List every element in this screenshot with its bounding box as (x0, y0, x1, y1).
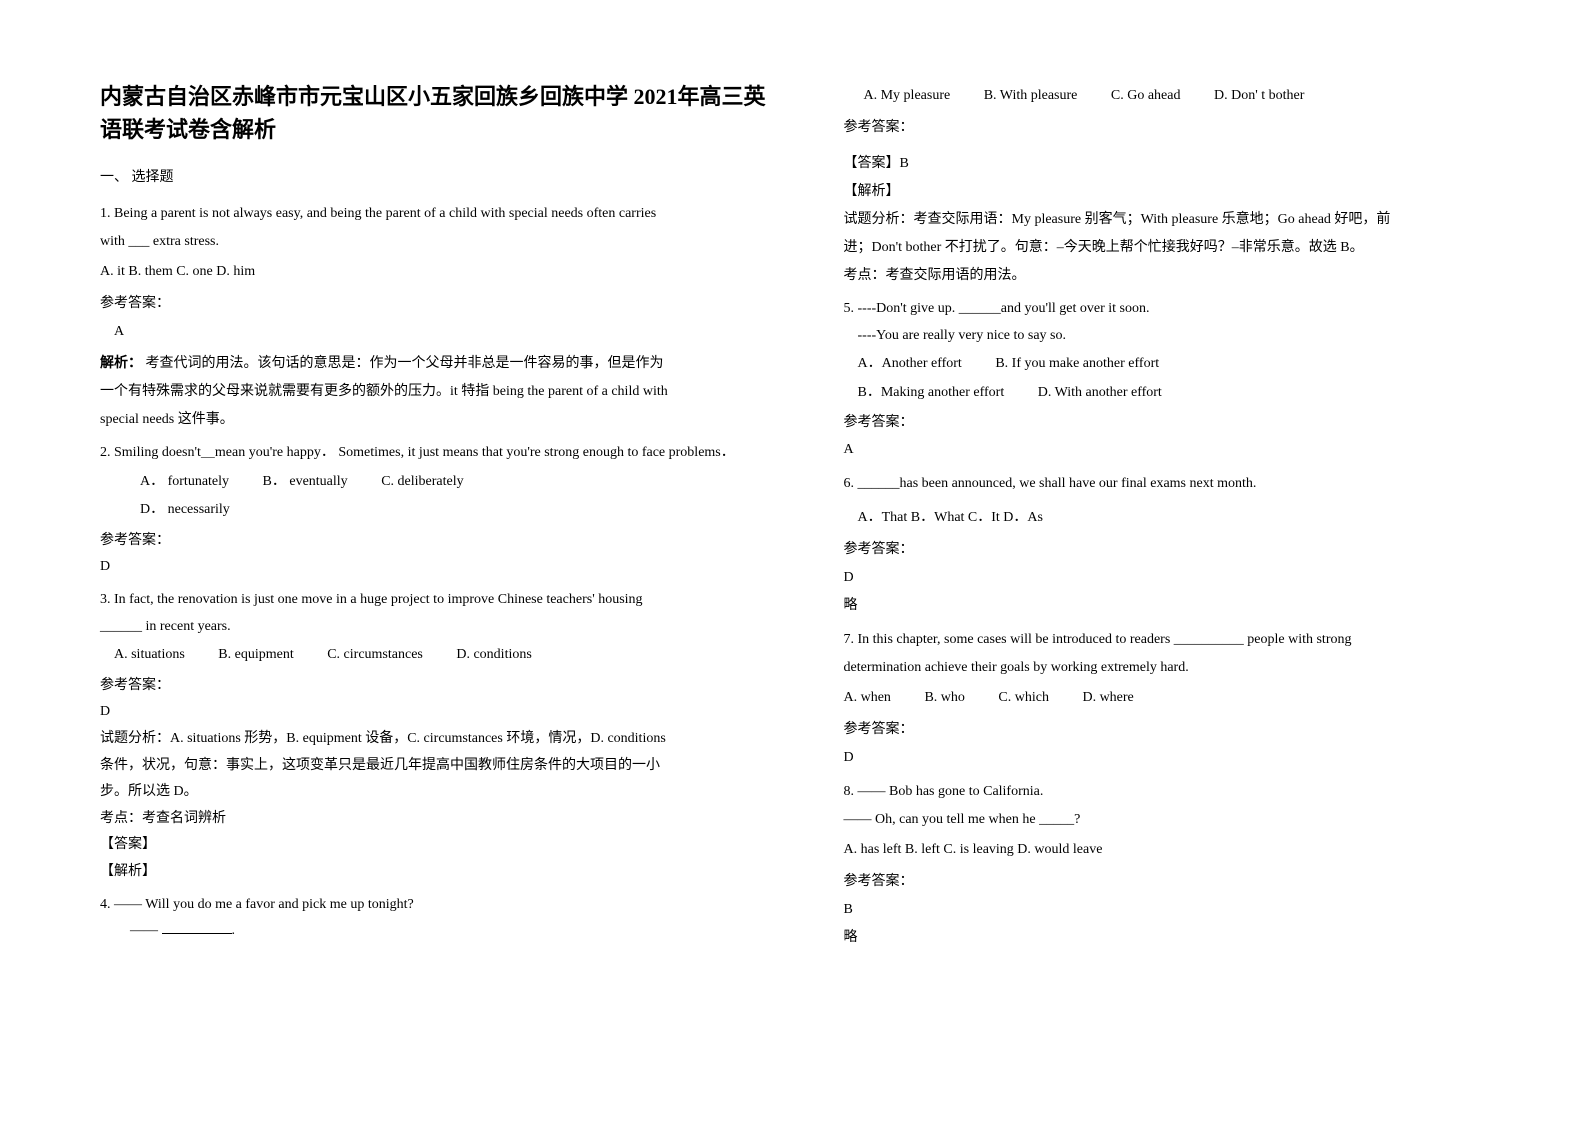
q2-opt-c: C. deliberately (381, 469, 463, 496)
q1-explain-label: 解析： (100, 356, 142, 371)
q7-opt-a: A. when (844, 684, 891, 712)
q5-text-b: ----You are really very nice to say so. (858, 323, 1518, 350)
q7-text-a: 7. In this chapter, some cases will be i… (844, 626, 1518, 654)
q4-dash: —— (130, 923, 158, 938)
q1-answer: A (114, 318, 784, 346)
q3-options: A. situations B. equipment C. circumstan… (100, 642, 784, 669)
q5-text-a: 5. ----Don't give up. ______and you'll g… (844, 296, 1518, 323)
q4-opt-a: A. My pleasure (864, 82, 951, 110)
q2-text: 2. Smiling doesn't＿mean you're happy． So… (100, 440, 784, 467)
q3-opt-b: B. equipment (218, 642, 293, 669)
q1-text-line1: 1. Being a parent is not always easy, an… (100, 200, 784, 228)
q3-answer: D (100, 699, 784, 726)
q8-extra: 略 (844, 924, 1518, 952)
q8-text-a: 8. —— Bob has gone to California. (844, 778, 1518, 806)
q5-opt-c: B．Making another effort (858, 380, 1005, 407)
q1-explain-c: special needs 这件事。 (100, 406, 784, 434)
q2-answer: D (100, 554, 784, 581)
q7-answer: D (844, 744, 1518, 772)
q2-options-row2: D． necessarily (100, 497, 784, 524)
q4-text-b: —— . (130, 918, 784, 945)
q2-opt-a: A． fortunately (140, 469, 229, 496)
section-heading: 一、 选择题 (100, 164, 784, 192)
question-6: 6. ______has been announced, we shall ha… (844, 470, 1518, 620)
q5-opt-a: A．Another effort (858, 351, 962, 378)
question-4-start: 4. —— Will you do me a favor and pick me… (100, 892, 784, 945)
q7-text-b: determination achieve their goals by wor… (844, 654, 1518, 682)
q3-text-a: 3. In fact, the renovation is just one m… (100, 587, 784, 614)
q4-explain-b: 进；Don't bother 不打扰了。句意：–今天晚上帮个忙接我好吗？–非常乐… (844, 234, 1518, 262)
q3-answer-label: 参考答案： (100, 673, 784, 700)
q4-opt-b: B. With pleasure (984, 82, 1078, 110)
q4-jx-tag: 【解析】 (844, 178, 1518, 206)
q2-options-row1: A． fortunately B． eventually C. delibera… (100, 469, 784, 496)
q3-explain-b: 条件，状况，句意：事实上，这项变革只是最近几年提高中国教师住房条件的大项目的一小 (100, 753, 784, 780)
question-8: 8. —— Bob has gone to California. —— Oh,… (844, 778, 1518, 952)
q5-answer-label: 参考答案： (844, 410, 1518, 437)
q3-explain-a: 试题分析：A. situations 形势，B. equipment 设备，C.… (100, 726, 784, 753)
q4-options: A. My pleasure B. With pleasure C. Go ah… (844, 82, 1518, 110)
q4-explain-c: 考点：考查交际用语的用法。 (844, 262, 1518, 290)
q4-ans-tag: 【答案】B (844, 150, 1518, 178)
q7-answer-label: 参考答案： (844, 716, 1518, 744)
q3-jx-tag: 【解析】 (100, 859, 784, 886)
q6-answer: D (844, 564, 1518, 592)
question-5: 5. ----Don't give up. ______and you'll g… (844, 296, 1518, 464)
q7-options: A. when B. who C. which D. where (844, 684, 1518, 712)
q6-extra: 略 (844, 592, 1518, 620)
question-1: 1. Being a parent is not always easy, an… (100, 200, 784, 434)
q8-answer-label: 参考答案： (844, 868, 1518, 896)
q3-explain-d: 考点：考查名词辨析 (100, 806, 784, 833)
q4-text-a: 4. —— Will you do me a favor and pick me… (100, 892, 784, 919)
q4-explain-a: 试题分析：考查交际用语：My pleasure 别客气；With pleasur… (844, 206, 1518, 234)
q7-opt-c: C. which (998, 684, 1049, 712)
q5-options-row1: A．Another effort B. If you make another … (858, 351, 1518, 378)
q8-options: A. has left B. left C. is leaving D. wou… (844, 836, 1518, 864)
q3-opt-d: D. conditions (456, 642, 531, 669)
q6-answer-label: 参考答案： (844, 536, 1518, 564)
q1-answer-label: 参考答案： (100, 290, 784, 318)
question-2: 2. Smiling doesn't＿mean you're happy． So… (100, 440, 784, 581)
q2-opt-d: D． necessarily (140, 497, 230, 524)
question-7: 7. In this chapter, some cases will be i… (844, 626, 1518, 772)
q4-opt-c: C. Go ahead (1111, 82, 1181, 110)
q8-answer: B (844, 896, 1518, 924)
q5-options-row2: B．Making another effort D. With another … (858, 380, 1518, 407)
q1-text-line2: with ___ extra stress. (100, 228, 784, 256)
q3-text-b: ______ in recent years. (100, 614, 784, 641)
left-column: 内蒙古自治区赤峰市市元宝山区小五家回族乡回族中学 2021年高三英语联考试卷含解… (100, 80, 814, 1082)
q4-opt-d: D. Don' t bother (1214, 82, 1304, 110)
q8-text-b: —— Oh, can you tell me when he _____? (844, 806, 1518, 834)
right-column: A. My pleasure B. With pleasure C. Go ah… (814, 80, 1528, 1082)
q2-answer-label: 参考答案： (100, 528, 784, 555)
q4-answer-label: 参考答案： (844, 114, 1518, 142)
page-container: 内蒙古自治区赤峰市市元宝山区小五家回族乡回族中学 2021年高三英语联考试卷含解… (0, 0, 1587, 1122)
q6-options: A．That B．What C．It D．As (858, 504, 1518, 532)
q7-opt-d: D. where (1082, 684, 1133, 712)
q1-explain: 解析： 考查代词的用法。该句话的意思是：作为一个父母并非总是一件容易的事，但是作… (100, 350, 784, 378)
question-3: 3. In fact, the renovation is just one m… (100, 587, 784, 886)
q1-explain-b: 一个有特殊需求的父母来说就需要有更多的额外的压力。it 特指 being the… (100, 378, 784, 406)
q1-explain-a: 考查代词的用法。该句话的意思是：作为一个父母并非总是一件容易的事，但是作为 (142, 356, 664, 371)
q5-opt-d: D. With another effort (1038, 380, 1162, 407)
q3-explain-c: 步。所以选 D。 (100, 779, 784, 806)
q3-opt-c: C. circumstances (327, 642, 423, 669)
q5-answer: A (844, 437, 1518, 464)
q1-options: A. it B. them C. one D. him (100, 258, 784, 286)
q5-opt-b: B. If you make another effort (995, 351, 1159, 378)
q3-ans-tag: 【答案】 (100, 832, 784, 859)
q4-blank (162, 919, 232, 934)
q7-opt-b: B. who (924, 684, 964, 712)
q6-text: 6. ______has been announced, we shall ha… (844, 470, 1518, 498)
document-title: 内蒙古自治区赤峰市市元宝山区小五家回族乡回族中学 2021年高三英语联考试卷含解… (100, 80, 784, 146)
q2-opt-b: B． eventually (263, 469, 348, 496)
q3-opt-a: A. situations (114, 642, 185, 669)
